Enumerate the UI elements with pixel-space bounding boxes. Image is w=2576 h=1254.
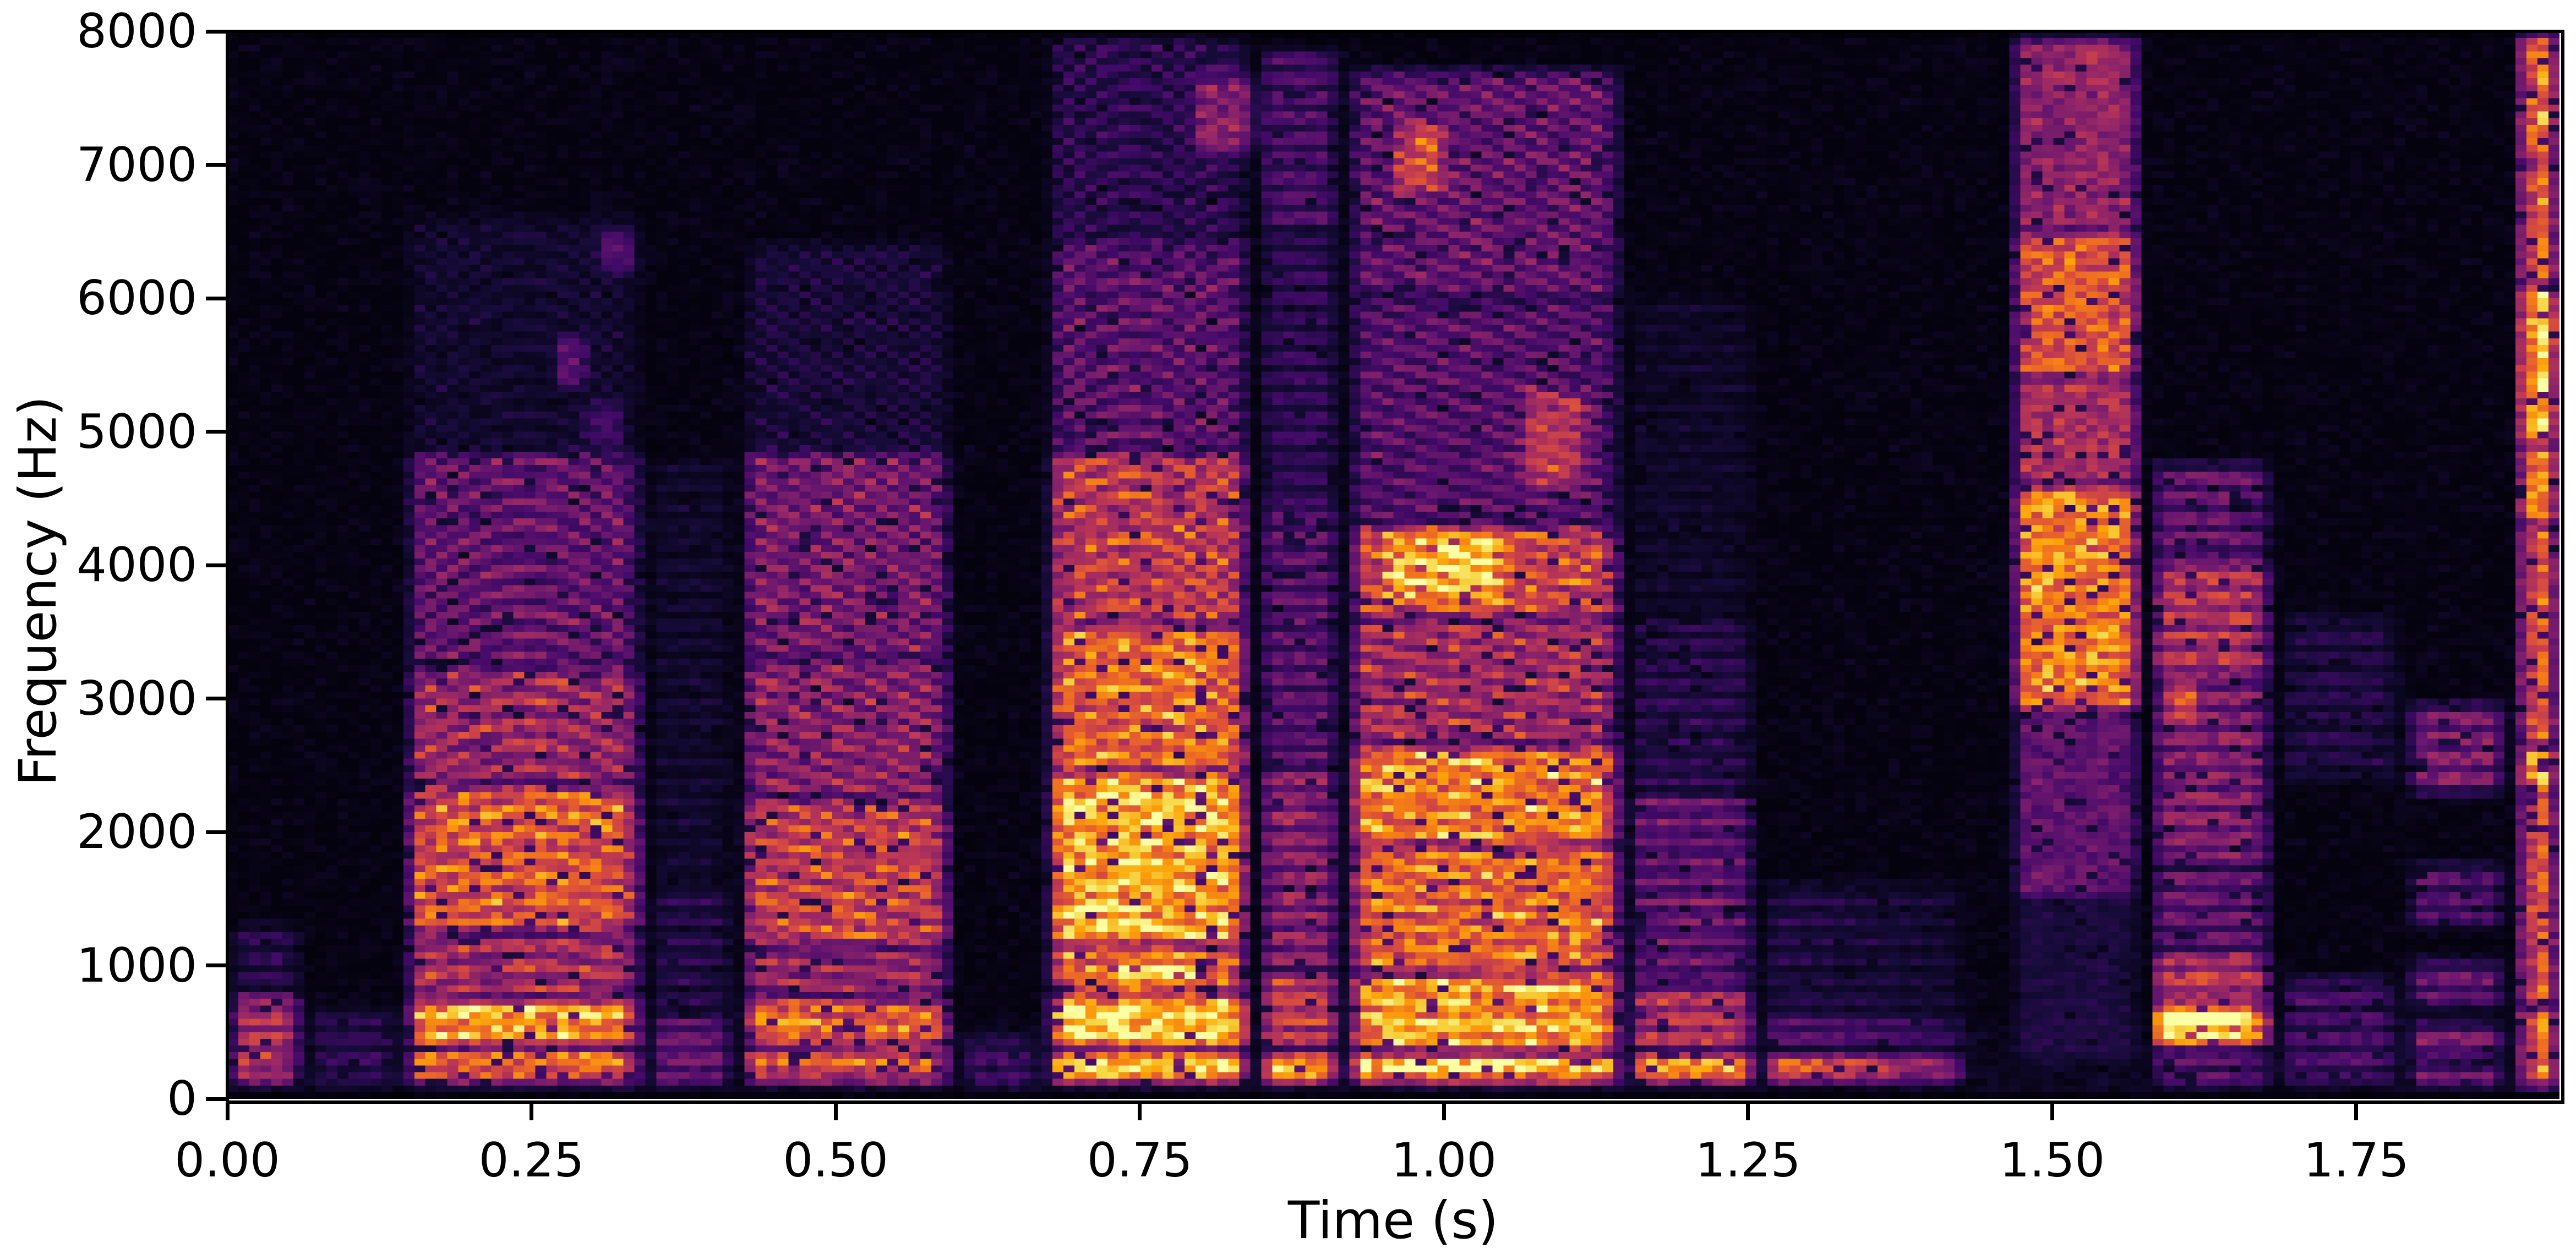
plot-area bbox=[227, 31, 2559, 1099]
y-tick-mark-8000 bbox=[206, 29, 226, 34]
x-tick-mark-1.00 bbox=[1442, 1100, 1446, 1120]
x-tick-mark-1.75 bbox=[2354, 1100, 2359, 1120]
x-axis-title: Time (s) bbox=[1287, 1191, 1499, 1251]
x-tick-mark-0.75 bbox=[1138, 1100, 1142, 1120]
x-tick-label-1.25: 1.25 bbox=[1695, 1133, 1801, 1188]
y-tick-label-1000: 1000 bbox=[77, 938, 197, 993]
y-tick-label-7000: 7000 bbox=[77, 137, 197, 193]
x-tick-mark-1.50 bbox=[2050, 1100, 2054, 1120]
y-tick-mark-7000 bbox=[206, 163, 226, 167]
y-tick-label-4000: 4000 bbox=[77, 538, 197, 593]
x-tick-mark-0.00 bbox=[225, 1100, 230, 1120]
y-tick-mark-3000 bbox=[206, 697, 226, 700]
y-tick-label-0: 0 bbox=[167, 1071, 197, 1126]
x-tick-label-0.75: 0.75 bbox=[1087, 1133, 1193, 1188]
x-tick-label-0.50: 0.50 bbox=[783, 1133, 888, 1188]
y-tick-label-6000: 6000 bbox=[77, 271, 197, 326]
y-axis-title: Frequency (Hz) bbox=[8, 396, 68, 786]
y-tick-mark-6000 bbox=[206, 296, 226, 300]
x-tick-mark-0.25 bbox=[530, 1100, 534, 1120]
x-tick-label-0.25: 0.25 bbox=[478, 1133, 585, 1188]
spectrogram-heatmap bbox=[227, 31, 2559, 1099]
x-tick-label-1.00: 1.00 bbox=[1391, 1133, 1497, 1188]
y-tick-label-8000: 8000 bbox=[77, 4, 197, 59]
y-tick-mark-1000 bbox=[206, 963, 226, 967]
x-tick-label-0.00: 0.00 bbox=[174, 1133, 280, 1188]
x-tick-label-1.50: 1.50 bbox=[1999, 1133, 2105, 1188]
x-tick-label-1.75: 1.75 bbox=[2304, 1133, 2409, 1188]
y-tick-label-3000: 3000 bbox=[77, 671, 197, 726]
x-tick-mark-1.25 bbox=[1746, 1100, 1750, 1120]
y-tick-mark-0 bbox=[206, 1097, 226, 1101]
y-tick-mark-4000 bbox=[206, 563, 226, 567]
y-tick-mark-5000 bbox=[206, 430, 226, 434]
y-tick-mark-2000 bbox=[206, 830, 226, 834]
x-tick-mark-0.50 bbox=[833, 1100, 838, 1120]
y-tick-label-2000: 2000 bbox=[77, 804, 197, 859]
y-tick-label-5000: 5000 bbox=[77, 404, 197, 459]
